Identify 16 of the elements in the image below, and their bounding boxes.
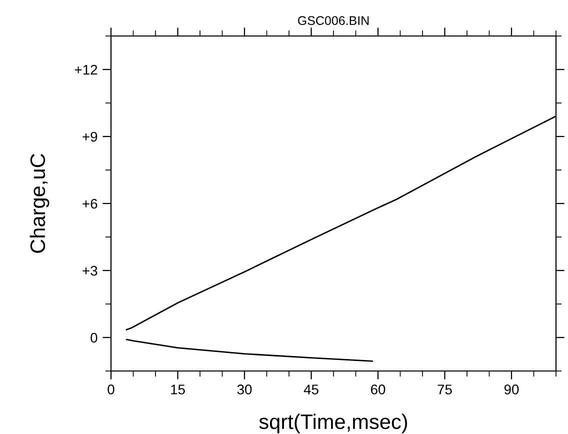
x-tick-label: 0: [108, 384, 114, 394]
y-tick-label: +6: [82, 198, 98, 209]
x-tick-label: 75: [438, 384, 452, 394]
y-tick-label: +9: [82, 132, 98, 142]
x-tick-label: 15: [171, 384, 185, 394]
x-tick-label: 30: [237, 384, 252, 394]
y-tick-label: +3: [82, 266, 98, 276]
y-tick-label: +12: [74, 64, 98, 75]
x-tick-label: 45: [304, 384, 318, 394]
line-series: [126, 338, 373, 362]
y-tick-label: 0: [90, 332, 98, 343]
chart-title: GSC006.BIN: [298, 16, 369, 26]
y-axis-title: Charge,uC: [30, 154, 50, 253]
x-tick-label: 60: [370, 384, 386, 394]
x-axis-title: sqrt(Time,msec): [259, 414, 408, 434]
x-tick-label: 90: [504, 384, 519, 394]
